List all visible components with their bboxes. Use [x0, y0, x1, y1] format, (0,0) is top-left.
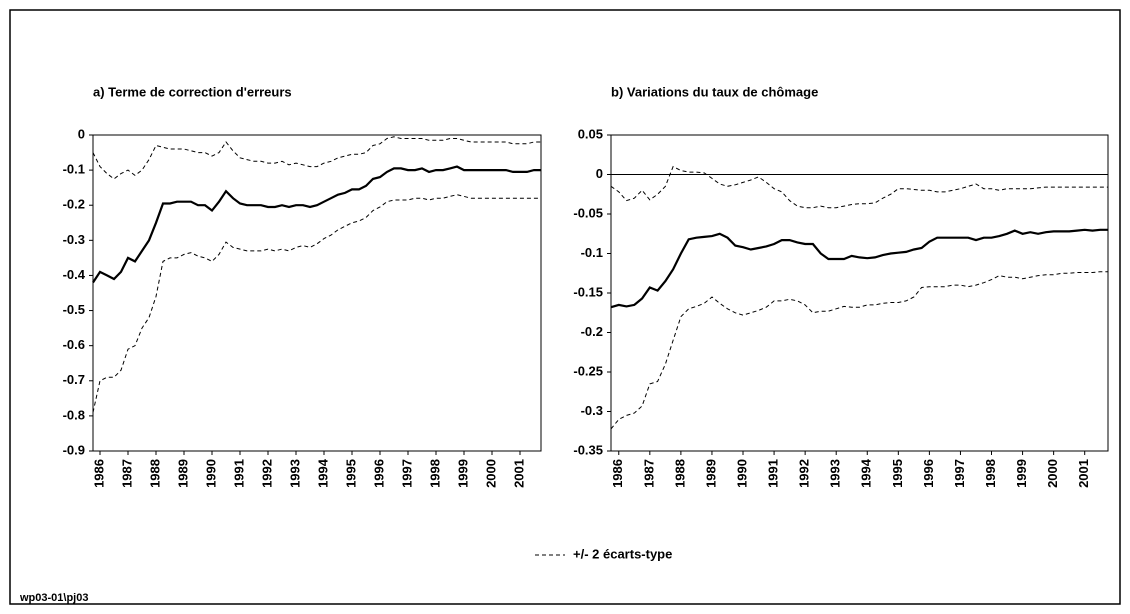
y-tick-label: -0.7	[63, 372, 85, 387]
y-tick-label: -0.1	[63, 162, 85, 177]
x-tick-label: 1999	[1014, 459, 1029, 488]
x-tick-label: 1996	[371, 459, 386, 488]
x-tick-label: 1997	[399, 459, 414, 488]
estimate-line	[610, 228, 1108, 309]
y-tick-label: -0.8	[63, 407, 85, 422]
y-tick-label: -0.05	[573, 205, 603, 220]
x-tick-label: 1995	[343, 459, 358, 488]
x-tick-label: 1988	[147, 459, 162, 488]
x-tick-label: 1994	[315, 458, 330, 488]
x-tick-label: 1986	[91, 459, 106, 488]
band-line	[92, 194, 541, 413]
y-tick-label: 0	[78, 126, 85, 141]
plot-frame	[92, 134, 542, 452]
x-tick-label: 1995	[890, 459, 905, 488]
x-tick-label: 1994	[859, 458, 874, 488]
y-tick-label: -0.15	[573, 284, 603, 299]
y-tick-label: -0.1	[581, 245, 603, 260]
y-tick-label: -0.4	[63, 267, 86, 282]
y-tick-label: -0.9	[63, 442, 85, 457]
x-tick-label: 1988	[672, 459, 687, 488]
x-tick-label: 1998	[983, 459, 998, 488]
x-tick-label: 1993	[828, 459, 843, 488]
x-tick-label: 2001	[1076, 459, 1091, 488]
band-line	[610, 165, 1108, 209]
y-tick-label: -0.2	[581, 324, 603, 339]
frame	[9, 9, 1121, 605]
x-tick-label: 1989	[175, 459, 190, 488]
x-tick-label: 1992	[259, 459, 274, 488]
y-tick-label: -0.3	[63, 232, 85, 247]
x-tick-label: 1989	[703, 459, 718, 488]
legend-label: +/- 2 écarts-type	[573, 546, 672, 561]
y-tick-label: -0.2	[63, 197, 85, 212]
x-tick-label: 1991	[231, 459, 246, 488]
y-tick-label: -0.5	[63, 302, 85, 317]
estimate-line	[92, 165, 541, 284]
x-tick-label: 1993	[287, 459, 302, 488]
footer: wp03-01\pj03	[19, 592, 88, 604]
x-tick-label: 1997	[952, 459, 967, 488]
x-tick-label: 1987	[119, 459, 134, 488]
chart-title: b) Variations du taux de chômage	[611, 84, 818, 99]
x-tick-label: 1990	[203, 459, 218, 488]
x-tick-label: 1996	[921, 459, 936, 488]
y-tick-label: -0.35	[573, 442, 603, 457]
y-tick-label: -0.3	[581, 403, 603, 418]
x-tick-label: 2000	[1045, 459, 1060, 488]
band-line	[92, 136, 541, 180]
x-tick-label: 1990	[734, 459, 749, 488]
x-tick-label: 1992	[797, 459, 812, 488]
x-tick-label: 1987	[641, 459, 656, 488]
plot-frame	[610, 134, 1109, 452]
x-tick-label: 2000	[483, 459, 498, 488]
x-tick-label: 1991	[766, 459, 781, 488]
x-tick-label: 1998	[427, 459, 442, 488]
chart-title: a) Terme de correction d'erreurs	[93, 84, 292, 99]
y-tick-label: -0.6	[63, 337, 85, 352]
y-tick-label: -0.25	[573, 363, 603, 378]
y-tick-label: 0	[596, 166, 603, 181]
band-line	[610, 271, 1108, 430]
x-tick-label: 1999	[455, 459, 470, 488]
y-tick-label: 0.05	[578, 126, 603, 141]
x-tick-label: 2001	[511, 459, 526, 488]
x-tick-label: 1986	[610, 459, 625, 488]
